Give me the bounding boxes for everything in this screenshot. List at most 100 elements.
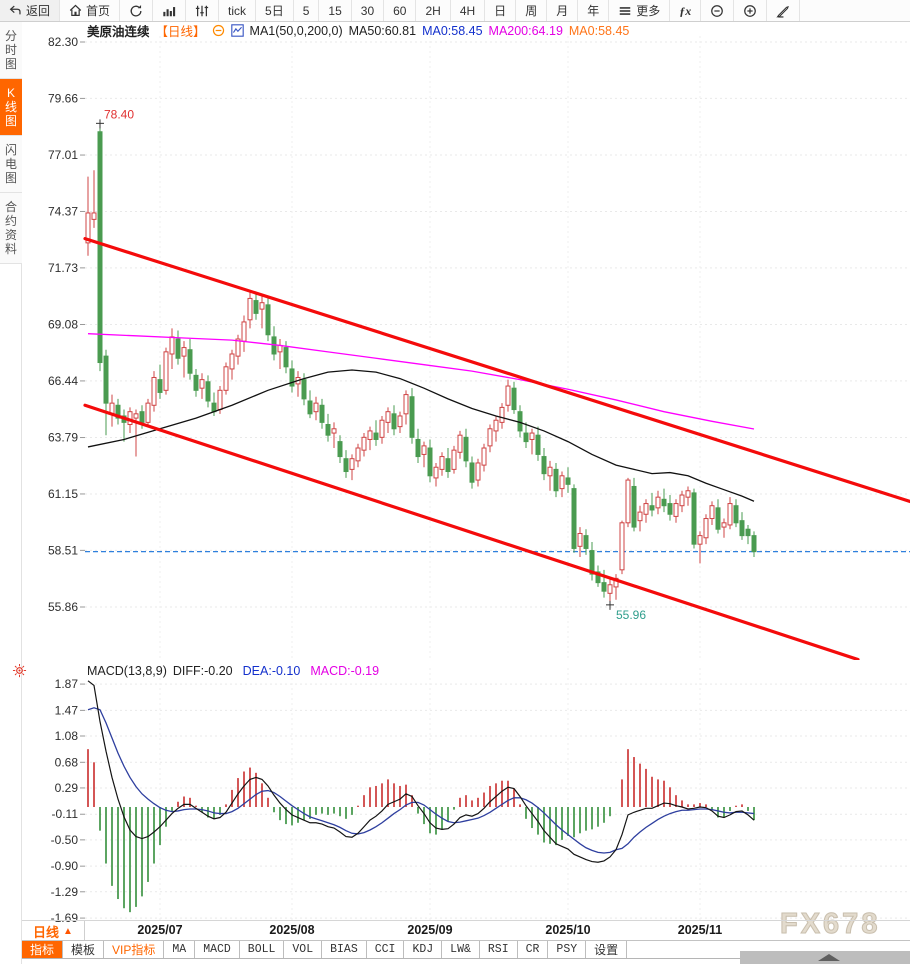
indicator-tab-指标[interactable]: 指标 bbox=[22, 941, 64, 958]
svg-text:78.40: 78.40 bbox=[104, 107, 134, 121]
indicator-tab-BIAS[interactable]: BIAS bbox=[322, 941, 367, 958]
toolbar-period-4h[interactable]: 4H bbox=[451, 0, 486, 21]
toolbar-zoom-in[interactable] bbox=[734, 0, 768, 21]
toolbar-label: 60 bbox=[393, 3, 407, 18]
ma0-value-blue: MA0:58.45 bbox=[422, 23, 483, 38]
horizontal-scrollbar[interactable] bbox=[740, 951, 910, 964]
price-annotations: 78.40 55.96 bbox=[96, 107, 646, 622]
indicator-tab-MA[interactable]: MA bbox=[164, 941, 196, 958]
instrument-name: 美原油连续 bbox=[87, 25, 150, 39]
indicator-tab-模板[interactable]: 模板 bbox=[63, 941, 105, 958]
indicator-tab-MACD[interactable]: MACD bbox=[195, 941, 240, 958]
ma200-value: MA200:64.19 bbox=[488, 23, 563, 38]
ma50-value: MA50:60.81 bbox=[348, 23, 417, 38]
svg-text:66.44: 66.44 bbox=[48, 374, 78, 388]
toolbar-label: 4H bbox=[459, 3, 476, 18]
toolbar-draw[interactable] bbox=[767, 0, 801, 21]
period-selector-label: 日线 bbox=[33, 924, 60, 940]
home-icon bbox=[69, 4, 82, 17]
indicator-tab-BOLL[interactable]: BOLL bbox=[240, 941, 285, 958]
toolbar-label: 返回 bbox=[26, 3, 51, 18]
period-tag: 【日线】 bbox=[155, 25, 206, 39]
svg-text:1.47: 1.47 bbox=[55, 703, 79, 717]
svg-text:71.73: 71.73 bbox=[48, 261, 78, 275]
indicator-tab-VOL[interactable]: VOL bbox=[284, 941, 323, 958]
toolbar-period-5[interactable]: 5 bbox=[294, 0, 320, 21]
toolbar-label: 5 bbox=[302, 3, 310, 18]
svg-text:79.66: 79.66 bbox=[48, 91, 78, 105]
toolbar-back[interactable]: 返回 bbox=[0, 0, 61, 21]
macd-dea-value: DEA:-0.10 bbox=[242, 663, 301, 678]
collapse-icon[interactable] bbox=[212, 24, 225, 37]
toolbar-period-15[interactable]: 15 bbox=[319, 0, 352, 21]
indicator-tab-RSI[interactable]: RSI bbox=[480, 941, 518, 958]
toolbar-zoom-out[interactable] bbox=[701, 0, 735, 21]
toolbar-label: ƒx bbox=[679, 3, 692, 18]
macd-value: MACD:-0.19 bbox=[310, 663, 380, 678]
refresh-icon bbox=[129, 4, 143, 18]
toolbar-home[interactable]: 首页 bbox=[60, 0, 121, 21]
toolbar-period-day[interactable]: 日 bbox=[485, 0, 517, 21]
svg-text:1.87: 1.87 bbox=[55, 677, 79, 691]
toolbar-period-week[interactable]: 周 bbox=[516, 0, 548, 21]
toolbar-chart-type[interactable] bbox=[153, 0, 187, 21]
macd-layer bbox=[87, 680, 755, 913]
svg-text:-0.90: -0.90 bbox=[51, 859, 79, 873]
ma-settings: MA1(50,0,200,0) bbox=[249, 23, 343, 38]
watermark: FX678 bbox=[779, 908, 881, 941]
toolbar-label: tick bbox=[228, 3, 247, 18]
sidebar-tab-合约资料[interactable]: 合约资料 bbox=[0, 193, 22, 264]
toolbar-more[interactable]: 更多 bbox=[609, 0, 671, 21]
indicator-tab-CR[interactable]: CR bbox=[518, 941, 549, 958]
toolbar-period-30[interactable]: 30 bbox=[352, 0, 385, 21]
sidebar-tab-闪电图[interactable]: 闪电图 bbox=[0, 136, 22, 193]
svg-text:55.96: 55.96 bbox=[616, 608, 646, 622]
indicator-tab-CCI[interactable]: CCI bbox=[367, 941, 405, 958]
toolbar-period-60[interactable]: 60 bbox=[384, 0, 417, 21]
toolbar-period-2h[interactable]: 2H bbox=[416, 0, 451, 21]
xaxis-labels: 2025/07 2025/08 2025/09 2025/10 2025/11 bbox=[137, 923, 722, 937]
zoom-out-icon bbox=[710, 4, 724, 18]
svg-text:-1.69: -1.69 bbox=[51, 911, 79, 925]
svg-text:2025/10: 2025/10 bbox=[545, 923, 590, 937]
toolbar-label: 日 bbox=[494, 3, 507, 18]
period-selector[interactable]: 日线 ▲ bbox=[22, 921, 85, 941]
chart-title-bar: 美原油连续 【日线】 MA1(50,0,200,0) MA50:60.81 MA… bbox=[87, 23, 630, 40]
toolbar-refresh[interactable] bbox=[120, 0, 154, 21]
toolbar-tick[interactable]: tick bbox=[219, 0, 257, 21]
candles-layer bbox=[85, 125, 757, 605]
toolbar-label: 月 bbox=[556, 3, 569, 18]
sliders-icon bbox=[195, 4, 209, 18]
indicator-tab-PSY[interactable]: PSY bbox=[548, 941, 587, 958]
toolbar-indicator-params[interactable] bbox=[186, 0, 220, 21]
indicator-tab-VIP指标[interactable]: VIP指标 bbox=[104, 941, 165, 958]
svg-text:-1.29: -1.29 bbox=[51, 885, 79, 899]
toolbar-period-year[interactable]: 年 bbox=[578, 0, 610, 21]
indicator-sun-icon[interactable] bbox=[12, 663, 27, 683]
svg-text:2025/07: 2025/07 bbox=[137, 923, 182, 937]
sidebar-tab-分时图[interactable]: 分时图 bbox=[0, 22, 22, 79]
toolbar-fx[interactable]: ƒx bbox=[670, 0, 702, 21]
toolbar-label: 2H bbox=[425, 3, 441, 18]
svg-text:69.08: 69.08 bbox=[48, 318, 78, 332]
ma0-value-orange: MA0:58.45 bbox=[568, 23, 630, 38]
trendline[interactable] bbox=[83, 236, 910, 504]
xaxis-bar: 日线 ▲ bbox=[22, 920, 910, 941]
macd-formula: MACD(13,8,9) bbox=[87, 663, 167, 678]
toolbar-label: 年 bbox=[587, 3, 600, 18]
toolbar-label: 更多 bbox=[636, 3, 661, 18]
back-icon bbox=[9, 4, 22, 17]
trendline[interactable] bbox=[83, 403, 860, 660]
indicator-tab-设置[interactable]: 设置 bbox=[586, 941, 628, 958]
bar-chart-icon bbox=[162, 4, 176, 18]
svg-text:77.01: 77.01 bbox=[48, 148, 78, 162]
indicator-tab-KDJ[interactable]: KDJ bbox=[404, 941, 443, 958]
toolbar-period-month[interactable]: 月 bbox=[547, 0, 579, 21]
kline-settings-icon[interactable] bbox=[230, 24, 244, 37]
svg-text:74.37: 74.37 bbox=[48, 204, 78, 218]
toolbar-period-5d[interactable]: 5日 bbox=[256, 0, 294, 21]
indicator-tab-LW&[interactable]: LW& bbox=[442, 941, 480, 958]
svg-text:61.15: 61.15 bbox=[48, 487, 78, 501]
